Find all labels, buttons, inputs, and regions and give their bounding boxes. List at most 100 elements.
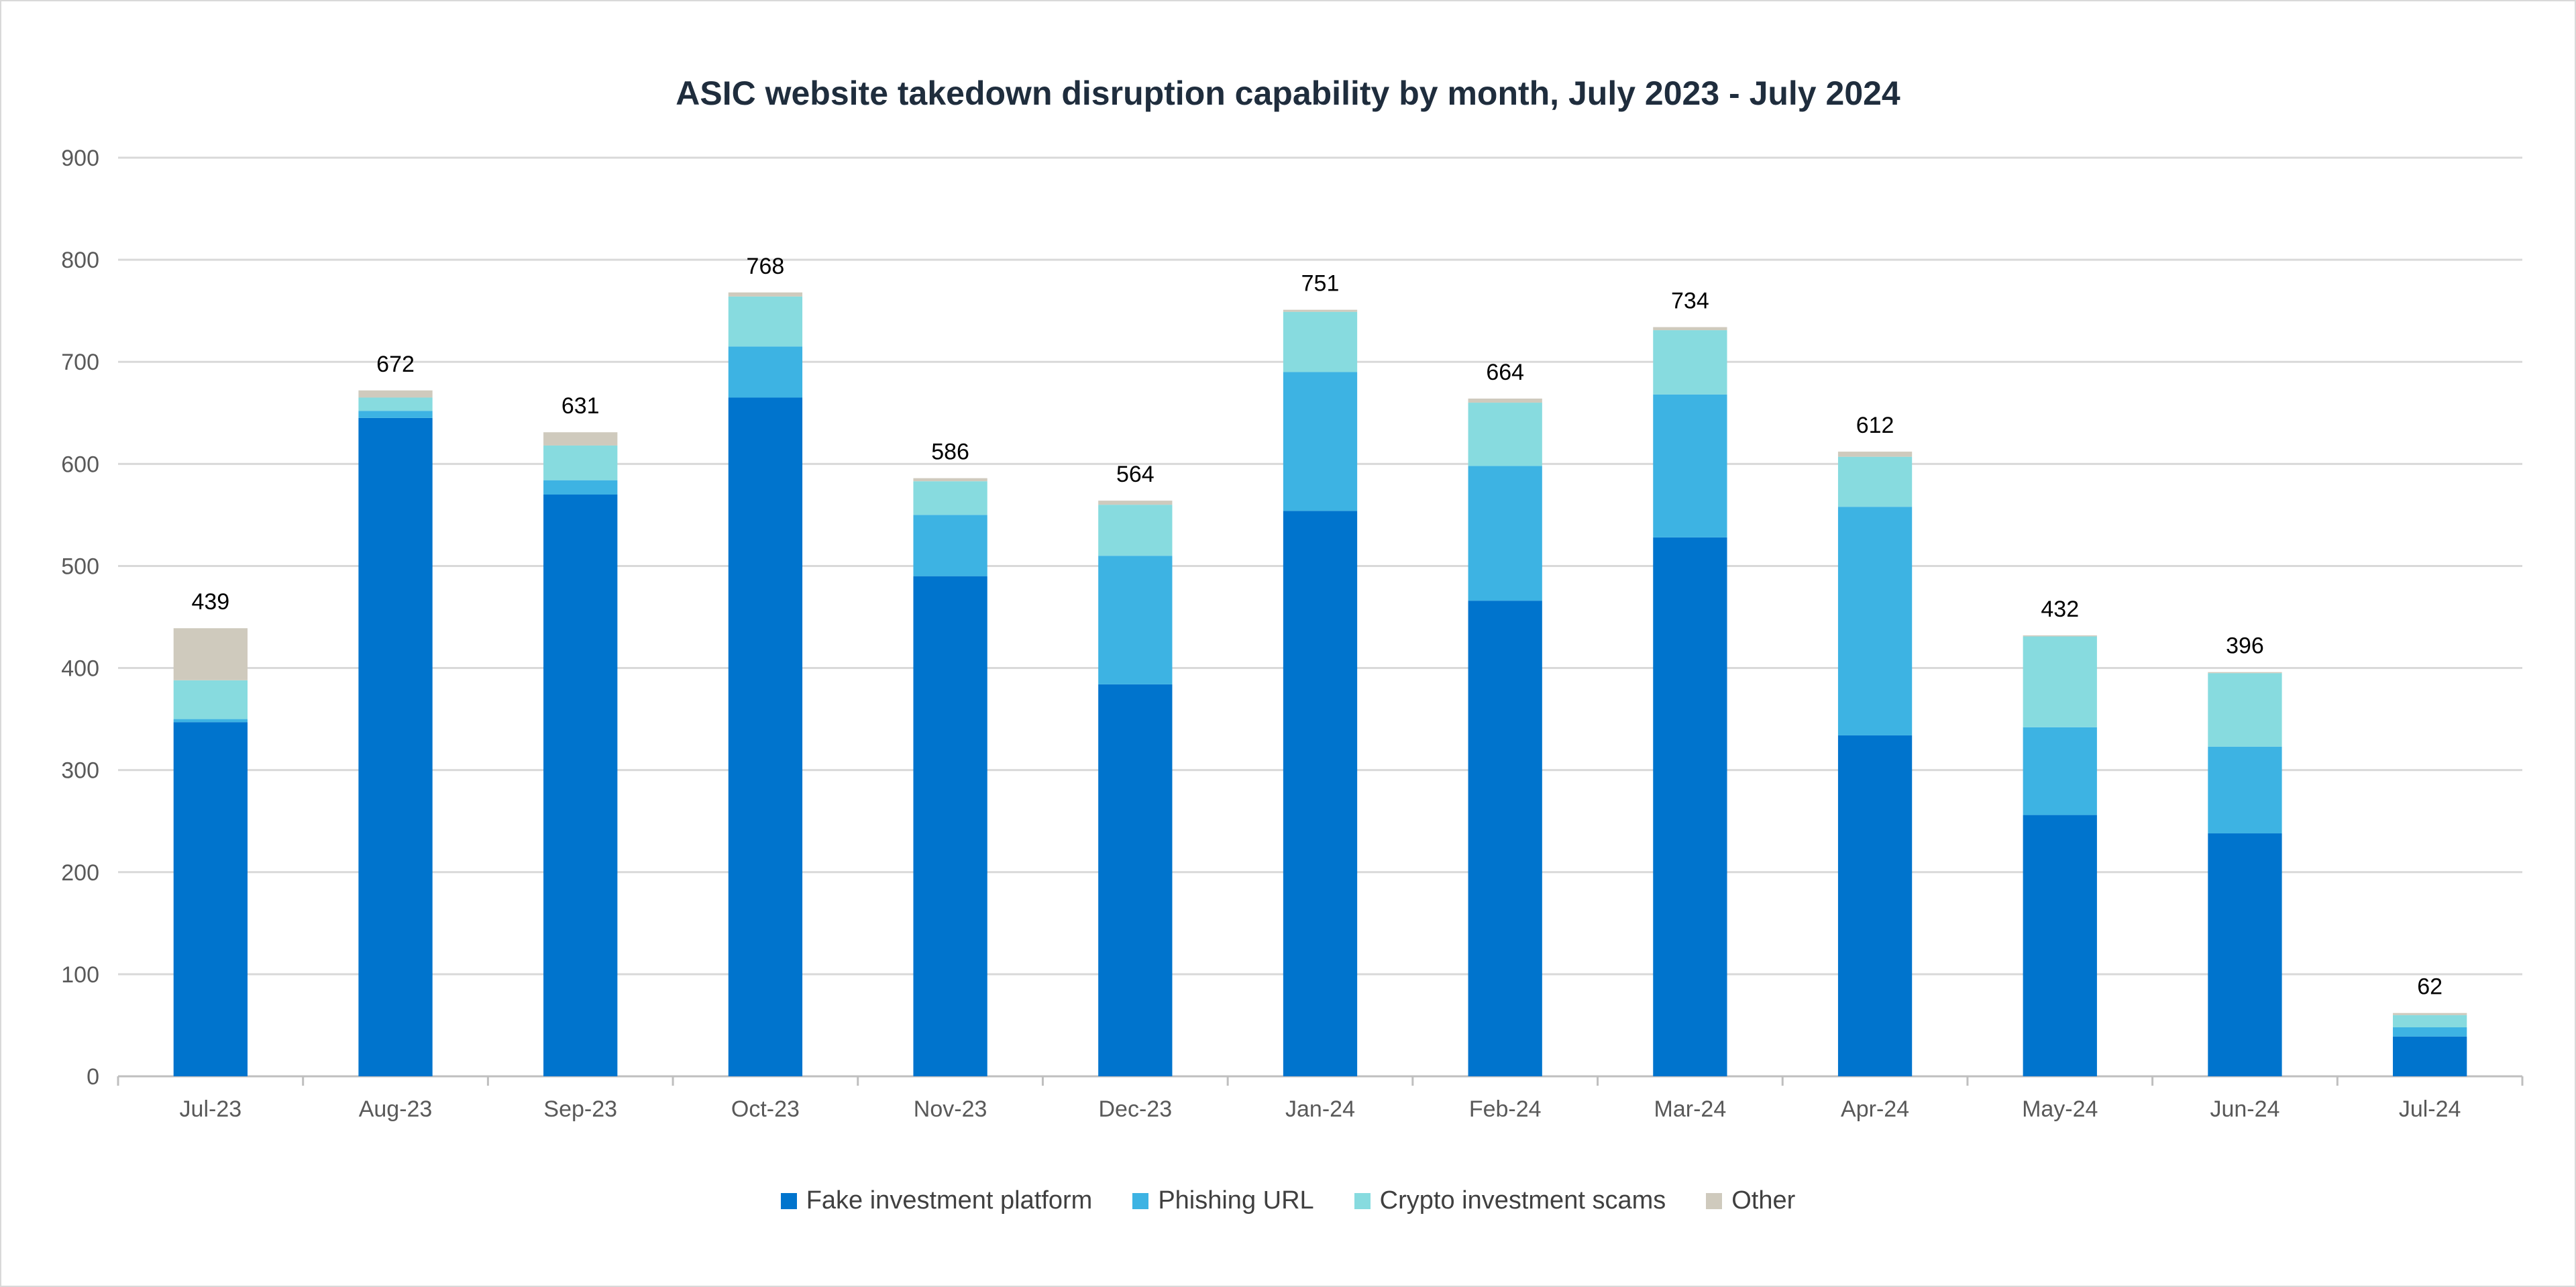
data-label-total: 586 [931,440,969,465]
bar-segment-fake-investment-platform [2393,1036,2467,1076]
y-tick-label: 100 [61,962,99,988]
bar-segment-crypto-investment-scams [1653,330,1727,395]
bar-segment-phishing-url [2208,746,2282,833]
x-tick-label: Jun-24 [2210,1096,2279,1122]
y-tick-label: 700 [61,350,99,375]
legend-item: Fake investment platform [780,1186,1093,1215]
bar-segment-other [1098,501,1173,505]
y-tick-label: 600 [61,452,99,477]
x-tick-label: Aug-23 [359,1096,433,1122]
bar-segment-phishing-url [358,411,433,418]
data-label-total: 62 [2417,974,2443,1000]
bar-segment-phishing-url [543,480,618,495]
x-tick-label: Nov-23 [914,1096,987,1122]
data-label-total: 564 [1116,462,1155,487]
data-label-total: 612 [1856,413,1894,438]
x-tick-label: Feb-24 [1469,1096,1542,1122]
legend-label: Phishing URL [1158,1186,1314,1215]
bar-segment-crypto-investment-scams [1468,403,1542,466]
data-label-total: 751 [1301,271,1340,297]
y-tick-label: 400 [61,656,99,682]
bar-segment-phishing-url [1098,556,1173,684]
legend-swatch [1354,1192,1371,1209]
x-tick-label: Dec-23 [1099,1096,1173,1122]
legend-swatch [780,1192,797,1209]
bar-segment-fake-investment-platform [173,722,248,1076]
bar-segment-phishing-url [173,719,248,723]
bar-segment-phishing-url [1653,394,1727,537]
x-tick-label: Sep-23 [543,1096,617,1122]
bar-segment-crypto-investment-scams [1098,505,1173,556]
legend-item: Phishing URL [1132,1186,1314,1215]
x-tick-label: Apr-24 [1841,1096,1909,1122]
bar-segment-fake-investment-platform [1837,735,1913,1076]
bar-segment-other [913,478,987,482]
data-label-total: 734 [1671,289,1709,314]
bar-segment-crypto-investment-scams [2393,1015,2467,1027]
legend-item: Crypto investment scams [1354,1186,1666,1215]
bar-segment-fake-investment-platform [913,576,987,1076]
bar-segment-fake-investment-platform [543,494,618,1076]
legend-label: Other [1731,1186,1796,1215]
legend-item: Other [1706,1186,1795,1215]
x-tick-label: Mar-24 [1654,1096,1727,1122]
bar-segment-fake-investment-platform [728,397,803,1076]
x-tick-label: Oct-23 [731,1096,800,1122]
chart-title: ASIC website takedown disruption capabil… [676,74,1900,112]
bar-segment-phishing-url [1283,372,1358,511]
y-tick-label: 300 [61,758,99,784]
legend-label: Crypto investment scams [1379,1186,1666,1215]
bar-segment-fake-investment-platform [1653,537,1727,1076]
bar-segment-phishing-url [1837,507,1913,735]
legend-swatch [1706,1192,1723,1209]
x-tick-label: Jan-24 [1285,1096,1355,1122]
y-tick-label: 800 [61,248,99,273]
bar-segment-other [358,390,433,398]
bar-segment-fake-investment-platform [1468,601,1542,1076]
bar-segment-fake-investment-platform [1283,511,1358,1076]
x-tick-label: May-24 [2022,1096,2098,1122]
bar-segment-other [2208,672,2282,674]
bar-segment-phishing-url [2393,1027,2467,1037]
data-label-total: 631 [561,393,600,419]
data-label-total: 432 [2041,597,2079,622]
legend: Fake investment platform Phishing URL Cryp… [0,1186,2576,1215]
bar-segment-phishing-url [913,515,987,576]
bar-segment-other [1283,309,1358,312]
data-label-total: 439 [191,589,229,615]
bar-segment-crypto-investment-scams [543,445,618,480]
bar-segment-crypto-investment-scams [2208,673,2282,747]
y-tick-label: 200 [61,860,99,886]
bar-segment-fake-investment-platform [358,417,433,1076]
bar-segment-phishing-url [728,346,803,398]
bar-segment-other [728,292,803,297]
legend-swatch [1132,1192,1149,1209]
bar-segment-other [2023,635,2097,637]
bar-segment-phishing-url [1468,466,1542,601]
x-tick-label: Jul-23 [180,1096,242,1122]
bar-segment-crypto-investment-scams [1283,311,1358,372]
bar-segment-crypto-investment-scams [1837,456,1913,507]
bar-segment-crypto-investment-scams [2023,636,2097,727]
bar-segment-crypto-investment-scams [173,680,248,719]
bar-segment-other [1837,452,1913,457]
bar-segment-crypto-investment-scams [358,397,433,411]
data-label-total: 768 [747,254,785,279]
legend-label: Fake investment platform [806,1186,1093,1215]
bar-segment-crypto-investment-scams [913,481,987,515]
bar-segment-other [1468,398,1542,403]
bar-segment-fake-investment-platform [2208,833,2282,1076]
y-tick-label: 0 [87,1064,99,1090]
bar-segment-fake-investment-platform [2023,815,2097,1076]
y-tick-label: 500 [61,554,99,579]
y-tick-label: 900 [61,146,99,171]
bar-segment-phishing-url [2023,727,2097,815]
bar-segment-other [173,628,248,680]
bar-segment-fake-investment-platform [1098,684,1173,1076]
data-label-total: 396 [2226,633,2264,659]
data-label-total: 672 [376,352,415,377]
bar-segment-other [1653,327,1727,331]
bar-segment-other [2393,1013,2467,1015]
